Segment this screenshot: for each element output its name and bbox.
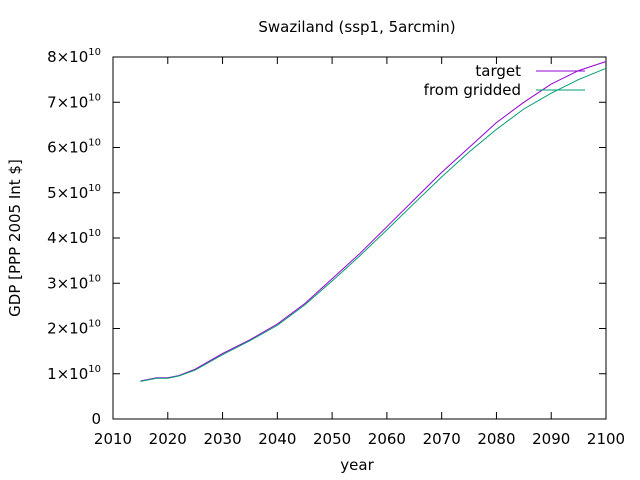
plot-area-border bbox=[112, 56, 607, 420]
legend-label-1: from gridded bbox=[424, 81, 521, 99]
y-tick-exponent: 10 bbox=[88, 92, 101, 103]
x-tick-label: 2040 bbox=[258, 430, 296, 448]
y-tick-mantissa: 3×10 bbox=[47, 274, 88, 292]
y-tick-exponent: 10 bbox=[88, 273, 101, 284]
x-tick-label: 2010 bbox=[94, 430, 132, 448]
x-tick-label: 2020 bbox=[149, 430, 187, 448]
y-tick-label: 3×1010 bbox=[47, 273, 101, 292]
y-tick-mantissa: 6×10 bbox=[47, 139, 88, 157]
x-tick-label: 2090 bbox=[532, 430, 570, 448]
y-tick-mantissa: 1×10 bbox=[47, 365, 88, 383]
x-tick-label: 2060 bbox=[368, 430, 406, 448]
x-tick-label: 2050 bbox=[313, 430, 351, 448]
y-tick-exponent: 10 bbox=[88, 364, 101, 375]
y-tick-exponent: 10 bbox=[88, 47, 101, 58]
y-tick-mantissa: 7×10 bbox=[47, 93, 88, 111]
y-tick-label: 7×1010 bbox=[47, 92, 101, 111]
y-tick-exponent: 10 bbox=[88, 319, 101, 330]
y-tick-label: 5×1010 bbox=[47, 183, 101, 202]
series-line-0 bbox=[140, 61, 607, 382]
series-line-1 bbox=[140, 67, 607, 382]
y-tick-label: 6×1010 bbox=[47, 138, 101, 157]
chart-title: Swaziland (ssp1, 5arcmin) bbox=[258, 18, 455, 36]
y-tick-label: 0 bbox=[91, 410, 101, 428]
x-axis-label: year bbox=[340, 456, 374, 474]
y-tick-mantissa: 8×10 bbox=[47, 48, 88, 66]
y-tick-mantissa: 5×10 bbox=[47, 184, 88, 202]
series-lines bbox=[140, 61, 607, 382]
y-tick-mantissa: 2×10 bbox=[47, 320, 88, 338]
x-tick-label: 2080 bbox=[477, 430, 515, 448]
y-tick-mantissa: 0 bbox=[91, 410, 101, 428]
x-axis-ticks: 2010 2020 2030 2040 2050 2060 2070 2080 2090 2100 bbox=[94, 57, 625, 448]
x-tick-label: 2100 bbox=[587, 430, 625, 448]
y-tick-label: 2×1010 bbox=[47, 319, 101, 338]
y-tick-exponent: 10 bbox=[88, 183, 101, 194]
legend-label-0: target bbox=[475, 62, 521, 80]
y-tick-label: 4×1010 bbox=[47, 228, 101, 247]
y-tick-label: 1×1010 bbox=[47, 364, 101, 383]
x-tick-label: 2070 bbox=[423, 430, 461, 448]
y-tick-mantissa: 4×10 bbox=[47, 229, 88, 247]
y-axis-ticks: 01×10102×10103×10104×10105×10106×10107×1… bbox=[47, 47, 606, 428]
y-tick-exponent: 10 bbox=[88, 138, 101, 149]
y-tick-label: 8×1010 bbox=[47, 47, 101, 66]
y-axis-label: GDP [PPP 2005 Int $] bbox=[6, 159, 24, 317]
y-tick-exponent: 10 bbox=[88, 228, 101, 239]
x-tick-label: 2030 bbox=[203, 430, 241, 448]
